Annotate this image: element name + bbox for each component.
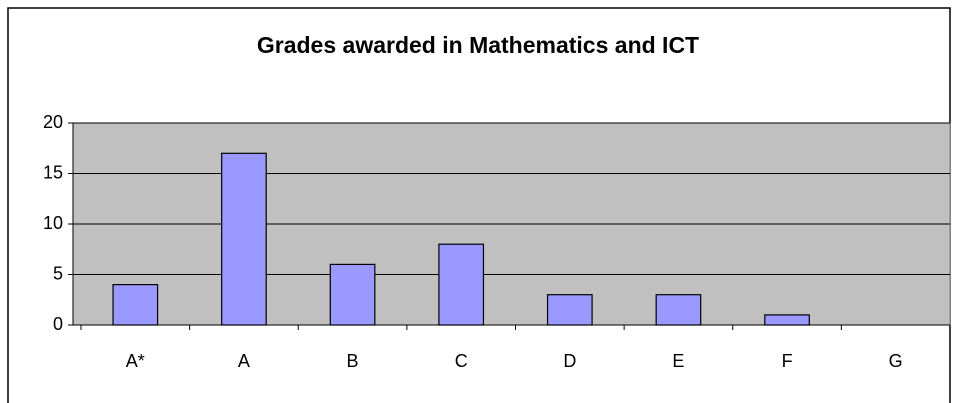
y-tick-label: 0 xyxy=(53,314,63,334)
bar xyxy=(764,314,810,326)
y-tick-label: 5 xyxy=(53,263,63,283)
x-tick-label: A xyxy=(238,351,250,371)
y-tick-label: 10 xyxy=(43,213,63,233)
x-tick-label: E xyxy=(672,351,684,371)
x-tick-label: G xyxy=(889,351,903,371)
x-tick-label: C xyxy=(455,351,468,371)
x-tick-label: A* xyxy=(126,351,145,371)
chart-title: Grades awarded in Mathematics and ICT xyxy=(257,32,699,58)
bar xyxy=(329,263,376,326)
bar xyxy=(546,294,593,326)
bar xyxy=(112,284,159,326)
x-tick-label: D xyxy=(563,351,576,371)
y-tick-label: 20 xyxy=(43,112,63,132)
bar xyxy=(655,294,702,326)
x-tick-label: B xyxy=(347,351,359,371)
x-tick-label: F xyxy=(782,351,793,371)
y-tick-label: 15 xyxy=(43,162,63,182)
bar xyxy=(221,152,267,326)
bar xyxy=(438,243,485,326)
